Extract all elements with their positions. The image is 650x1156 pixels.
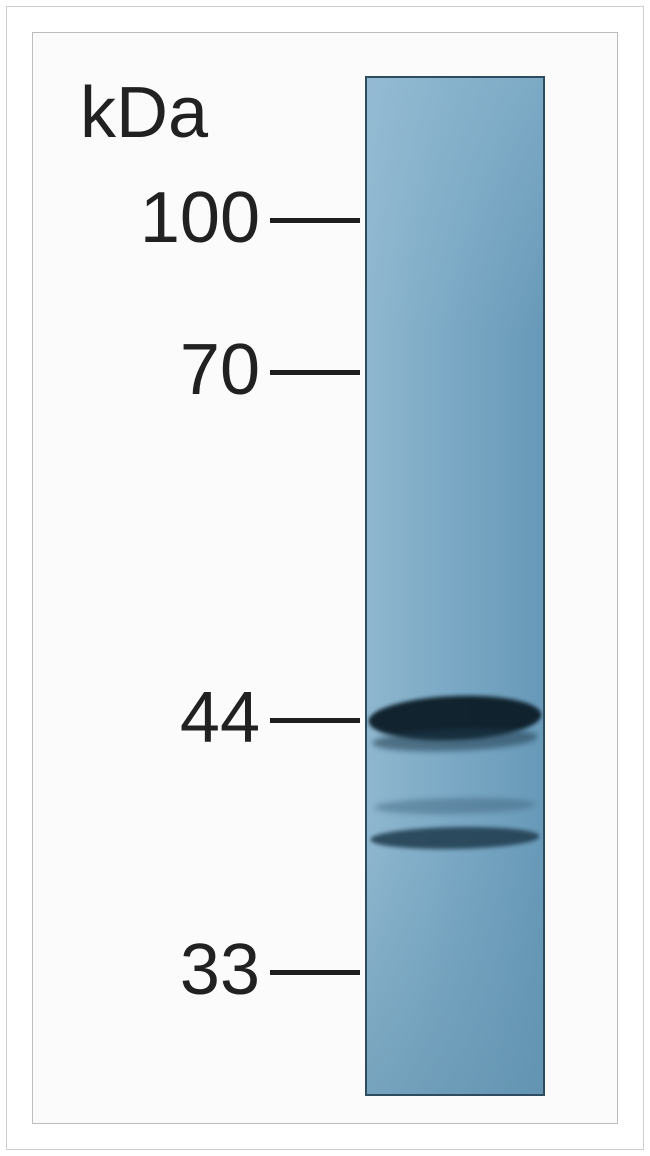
tick-label: 44 — [0, 677, 260, 759]
tick-line — [270, 370, 360, 375]
tick-label: 100 — [0, 177, 260, 259]
tick-label: 33 — [0, 929, 260, 1011]
lane-gradient-v — [365, 76, 545, 1096]
axis-title: kDa — [80, 72, 208, 154]
blot-lane — [365, 76, 545, 1096]
tick-label: 70 — [0, 329, 260, 411]
tick-line — [270, 218, 360, 223]
tick-line — [270, 718, 360, 723]
tick-line — [270, 970, 360, 975]
